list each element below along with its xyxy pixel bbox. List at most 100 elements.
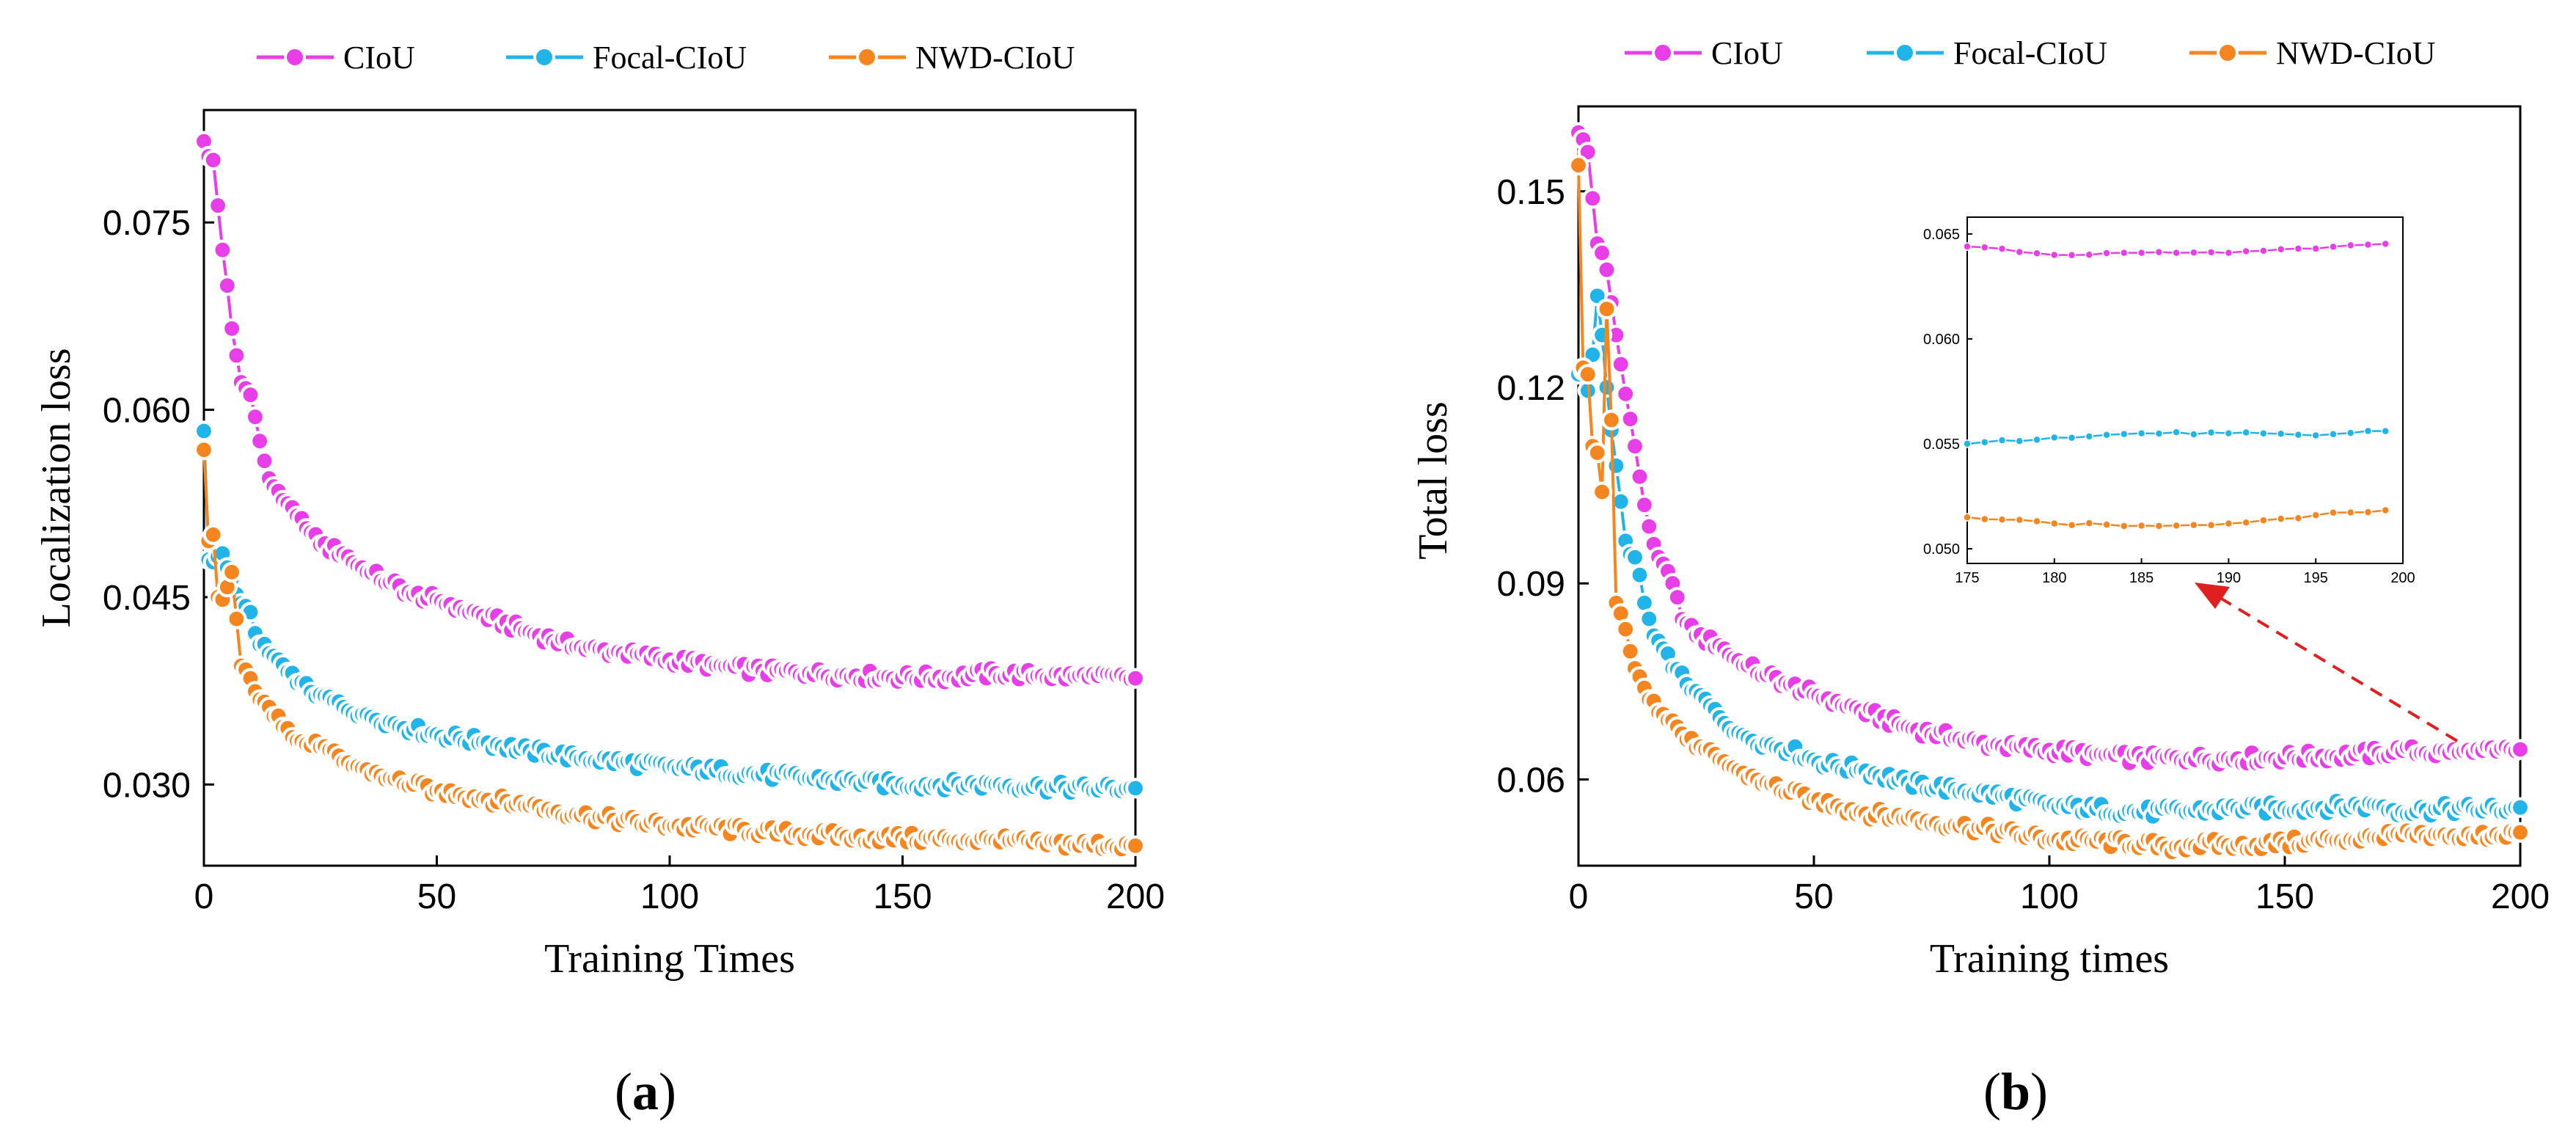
legend-label: Focal-CIoU: [593, 40, 747, 76]
data-point: [1615, 618, 1636, 640]
inset-data-point: [2120, 248, 2129, 258]
data-point: [1124, 778, 1146, 799]
legend-item: Focal-CIoU: [506, 40, 747, 76]
data-point: [244, 406, 266, 428]
inset-data-point: [2242, 428, 2250, 437]
inset-data-point: [1997, 436, 2007, 445]
inset-data-point: [2172, 248, 2181, 258]
chart-b-legend: CIoU Focal-CIoU NWD-CIoU: [1625, 35, 2436, 71]
data-point: [240, 384, 261, 406]
inset-data-point: [2189, 430, 2198, 439]
inset-data-point: [2206, 248, 2216, 257]
data-point: [1615, 383, 1636, 405]
inset-data-point: [1980, 514, 1989, 524]
inset-data-point: [2276, 429, 2286, 438]
inset-data-point: [1963, 513, 1972, 522]
inset-data-point: [2050, 433, 2059, 442]
inset-data-point: [1963, 439, 1972, 448]
inset-data-point: [2189, 520, 2198, 530]
x-tick-label: 100: [640, 877, 699, 916]
series-ciou: [193, 131, 1146, 693]
data-point: [1592, 242, 1613, 263]
inset-data-point: [2137, 248, 2146, 258]
data-point: [1600, 409, 1622, 431]
inset-data-point: [1980, 243, 1989, 252]
legend-marker: [2217, 42, 2239, 64]
inset-data-point: [2085, 432, 2094, 441]
data-point: [1620, 408, 1641, 430]
data-point: [1592, 481, 1613, 503]
inset-data-point: [2329, 430, 2338, 439]
legend-item: CIoU: [1625, 35, 1783, 71]
series-line: [202, 141, 1136, 684]
y-tick-label: 0.075: [103, 204, 191, 243]
inset-data-point: [2224, 248, 2233, 258]
chart-a-axis-ticks: 0 50 100 150 200 0.030 0.045 0.060 0.075: [103, 204, 1165, 916]
data-point: [226, 345, 247, 366]
data-point: [2509, 822, 2531, 843]
legend-label: NWD-CIoU: [915, 40, 1075, 76]
inset-data-point: [2015, 515, 2024, 525]
chart-b-axis-ticks: 0 50 100 150 200 0.06 0.09 0.12 0.15: [1497, 173, 2550, 916]
legend-item: Focal-CIoU: [1867, 35, 2107, 71]
data-point: [1606, 455, 1627, 477]
legend-item: NWD-CIoU: [829, 40, 1075, 76]
y-tick-label: 0.045: [103, 579, 191, 618]
data-point: [226, 608, 247, 629]
inset-data-point: [2120, 522, 2129, 530]
chart-b-ylabel: Total loss: [1410, 401, 1456, 559]
data-point: [1624, 436, 1646, 457]
inset-data-point: [2067, 250, 2076, 260]
inset-data-point: [2206, 520, 2216, 530]
x-tick-label: 0: [194, 877, 214, 916]
inset-data-point: [2067, 434, 2076, 442]
inset-data-point: [2259, 247, 2268, 255]
inset-data-point: [2050, 250, 2059, 260]
legend-label: NWD-CIoU: [2276, 35, 2436, 71]
x-tick-label: 150: [2255, 877, 2314, 916]
inset-data-point: [2015, 437, 2024, 446]
zoom-arrow-head: [2195, 583, 2230, 609]
inset-data-point: [2294, 244, 2303, 253]
legend-label: CIoU: [1711, 35, 1783, 71]
data-point: [1639, 608, 1660, 629]
x-tick-label: 100: [2020, 877, 2079, 916]
zoom-arrow: [2215, 594, 2459, 742]
inset-data-point: [2154, 429, 2164, 438]
chart-b-inset-frame: [1966, 216, 2404, 564]
legend-marker: [1652, 42, 1674, 64]
data-point: [254, 450, 275, 472]
inset-data-point: [1997, 244, 2007, 253]
inset-data-point: [2224, 428, 2233, 438]
data-point: [1567, 155, 1589, 176]
inset-data-point: [2294, 430, 2303, 439]
inset-data-point: [2329, 508, 2338, 517]
y-tick-label: 0.06: [1497, 761, 1565, 800]
inset-series-nwd-ciou: [1963, 505, 2390, 530]
legend-marker: [533, 46, 555, 68]
y-tick-label: 0.09: [1497, 565, 1565, 604]
chart-b-series: [1567, 122, 2531, 863]
chart-b-inset-ticks: 175 180 185 190 195 200 0.050 0.055 0.060 0.065: [1923, 227, 2415, 586]
data-point: [1620, 640, 1641, 662]
chart-a-ylabel: Localization loss: [34, 348, 79, 627]
chart-a-xlabel: Training Times: [544, 936, 795, 982]
data-point: [202, 150, 224, 171]
inset-data-point: [2259, 429, 2268, 438]
data-point: [1124, 835, 1146, 856]
inset-x-tick-label: 190: [2217, 570, 2241, 586]
series-ciou: [1567, 122, 2531, 775]
inset-data-point: [2102, 431, 2111, 439]
x-tick-label: 150: [873, 877, 932, 916]
panel-label-b: (b): [1983, 1062, 2048, 1121]
inset-data-point: [2242, 247, 2250, 256]
inset-data-point: [2102, 520, 2111, 529]
inset-data-point: [2381, 426, 2390, 436]
inset-data-point: [2363, 240, 2373, 249]
series-nwd-ciou: [193, 439, 1146, 860]
inset-data-point: [1980, 438, 1989, 447]
chart-b: CIoU Focal-CIoU NWD-CIoU 0 50 100 150 2000.060…: [1410, 35, 2550, 1121]
chart-b-inset: 175 180 185 190 195 200 0.050 0.055 0.060 0.065: [1923, 216, 2415, 586]
inset-data-point: [2311, 431, 2320, 440]
